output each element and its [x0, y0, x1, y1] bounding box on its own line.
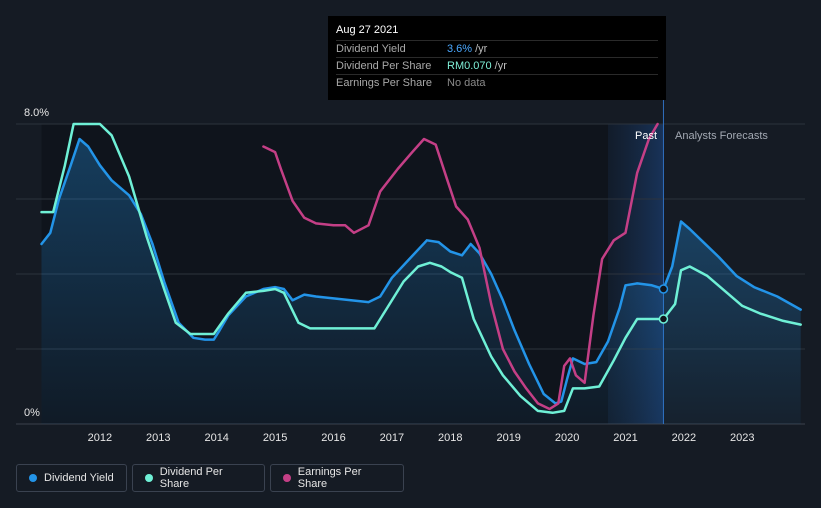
tooltip-row-dividend-per-share: Dividend Per Share RM0.070 /yr: [336, 57, 658, 74]
tooltip-value: No data: [447, 77, 486, 89]
forecast-label: Analysts Forecasts: [675, 130, 768, 142]
tooltip-value: 3.6%: [447, 43, 473, 55]
legend-dot-icon: [283, 474, 291, 482]
x-tick-label: 2022: [672, 432, 696, 444]
tooltip-unit: /yr: [494, 60, 507, 72]
tooltip-date: Aug 27 2021: [336, 24, 399, 36]
legend-label: Dividend Yield: [44, 472, 114, 484]
tooltip-label: Earnings Per Share: [336, 77, 432, 89]
legend-dot-icon: [145, 474, 153, 482]
x-tick-label: 2017: [380, 432, 404, 444]
x-tick-label: 2014: [204, 432, 228, 444]
data-marker-1: [658, 314, 669, 324]
tooltip-label: Dividend Yield: [336, 43, 406, 55]
series-line-3: [662, 265, 802, 326]
legend-dot-icon: [29, 474, 37, 482]
legend-label: Earnings Per Share: [297, 466, 362, 490]
tooltip-row-dividend-yield: Dividend Yield 3.6% /yr: [336, 40, 658, 57]
x-tick-label: 2018: [438, 432, 462, 444]
series-line-4: [262, 122, 659, 411]
legend-dividend-per-share[interactable]: Dividend Per Share: [132, 464, 265, 492]
data-marker-0: [658, 284, 669, 294]
x-tick-label: 2012: [88, 432, 112, 444]
x-tick-label: 2013: [146, 432, 170, 444]
x-tick-label: 2015: [263, 432, 287, 444]
series-line-2: [40, 122, 665, 415]
tooltip-label: Dividend Per Share: [336, 60, 432, 72]
y-tick-label-top: 8.0%: [24, 107, 49, 119]
y-tick-label-bottom: 0%: [24, 407, 40, 419]
past-label: Past: [635, 130, 658, 142]
legend-earnings-per-share[interactable]: Earnings Per Share: [270, 464, 404, 492]
x-tick-label: 2019: [496, 432, 520, 444]
x-tick-label: 2016: [321, 432, 345, 444]
tooltip-row-earnings-per-share: Earnings Per Share No data: [336, 74, 658, 91]
legend-label: Dividend Per Share: [159, 466, 223, 490]
x-tick-label: 2020: [555, 432, 579, 444]
series-area-0: [41, 139, 664, 424]
chart-tooltip: Aug 27 2021 Dividend Yield 3.6% /yr Divi…: [328, 16, 666, 100]
series-area-1: [663, 221, 801, 424]
tooltip-value: RM0.070: [447, 60, 492, 72]
series-line-1: [662, 220, 802, 311]
x-tick-label: 2021: [613, 432, 637, 444]
legend-dividend-yield[interactable]: Dividend Yield: [16, 464, 127, 492]
tooltip-unit: /yr: [475, 43, 488, 55]
x-tick-label: 2023: [730, 432, 754, 444]
